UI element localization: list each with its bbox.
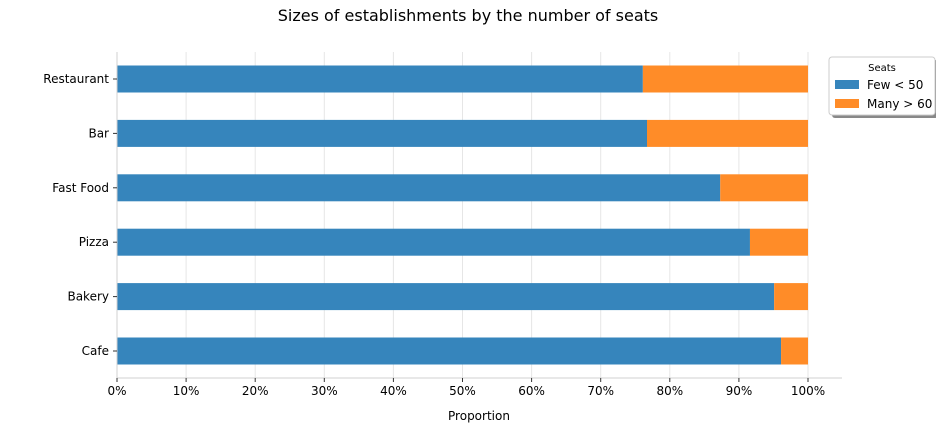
- x-axis-label: Proportion: [448, 409, 510, 423]
- x-tick-label: 0%: [107, 384, 126, 398]
- x-tick-label: 30%: [311, 384, 338, 398]
- x-tick-label: 80%: [656, 384, 683, 398]
- legend-swatch: [835, 80, 859, 89]
- bar-few-pizza: [117, 228, 750, 256]
- bar-many-bar: [646, 119, 808, 147]
- y-tick-label: Restaurant: [43, 72, 109, 86]
- bar-few-bakery: [117, 283, 775, 311]
- y-tick-label: Pizza: [79, 235, 109, 249]
- x-tick-label: 90%: [726, 384, 753, 398]
- bar-many-bakery: [774, 283, 808, 311]
- bar-few-restaurant: [117, 65, 643, 93]
- legend-entry-label: Few < 50: [867, 78, 923, 92]
- y-tick-label: Bar: [88, 126, 109, 140]
- x-tick-label: 40%: [380, 384, 407, 398]
- x-tick-label: 20%: [242, 384, 269, 398]
- bar-many-cafe: [781, 337, 808, 365]
- y-tick-label: Fast Food: [52, 181, 109, 195]
- bars: [117, 65, 808, 365]
- x-tick-label: 60%: [518, 384, 545, 398]
- x-axis-ticks: 0% 10% 20% 30% 40% 50% 60% 70% 80% 90% 100%: [107, 378, 825, 398]
- legend-swatch: [835, 99, 859, 108]
- x-tick-label: 70%: [587, 384, 614, 398]
- y-axis-ticks: Restaurant Bar Fast Food Pizza Bakery Cafe: [43, 72, 117, 358]
- legend: Seats Few < 50 Many > 60: [828, 56, 936, 118]
- x-gridlines: [116, 52, 809, 378]
- y-tick-label: Cafe: [82, 344, 109, 358]
- axes: [116, 52, 842, 379]
- bar-few-fast-food: [117, 174, 721, 202]
- bar-many-restaurant: [642, 65, 808, 93]
- x-tick-label: 50%: [449, 384, 476, 398]
- x-tick-label: 100%: [791, 384, 825, 398]
- legend-title: Seats: [868, 63, 896, 74]
- legend-entry-label: Many > 60: [867, 97, 932, 111]
- chart-title: Sizes of establishments by the number of…: [278, 6, 659, 25]
- x-tick-label: 10%: [173, 384, 200, 398]
- bar-many-pizza: [749, 228, 808, 256]
- bar-many-fast-food: [720, 174, 808, 202]
- y-tick-label: Bakery: [67, 290, 109, 304]
- bar-few-cafe: [117, 337, 782, 365]
- bar-few-bar: [117, 119, 647, 147]
